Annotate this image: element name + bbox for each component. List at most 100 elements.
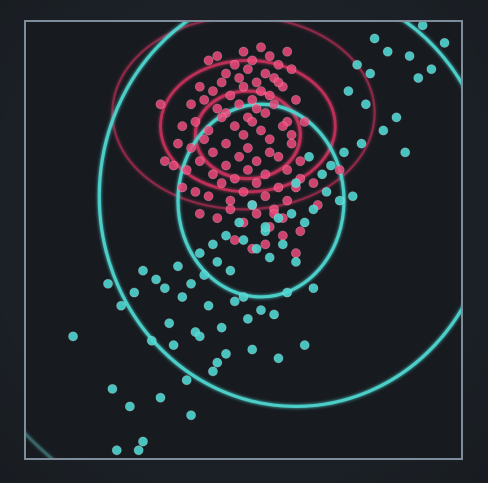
point-teal (194, 248, 205, 259)
point-pink (255, 86, 266, 97)
point-teal (247, 344, 258, 355)
point-pink (221, 160, 232, 171)
point-pink (238, 129, 249, 140)
point-teal (273, 213, 284, 224)
point-teal (68, 331, 79, 342)
point-pink (190, 186, 201, 197)
point-pink (255, 42, 266, 53)
point-pink (225, 195, 236, 206)
plot-frame (24, 20, 463, 460)
point-teal (317, 169, 328, 180)
point-teal (212, 256, 223, 267)
point-pink (273, 59, 284, 70)
point-teal (391, 112, 402, 123)
point-teal (290, 178, 301, 189)
point-teal (247, 199, 258, 210)
point-teal (251, 243, 262, 254)
point-pink (273, 77, 284, 88)
point-teal (207, 366, 218, 377)
point-pink (212, 103, 223, 114)
point-pink (172, 138, 183, 149)
point-teal (413, 72, 424, 83)
point-pink (212, 51, 223, 62)
point-pink (269, 99, 280, 110)
point-pink (229, 59, 240, 70)
point-pink (277, 121, 288, 132)
point-teal (159, 283, 170, 294)
point-pink (260, 68, 271, 79)
point-pink (203, 125, 214, 136)
point-pink (242, 164, 253, 175)
point-teal (334, 195, 345, 206)
point-pink (234, 99, 245, 110)
contour-teal-middle (97, 21, 462, 408)
point-pink (260, 239, 271, 250)
point-pink (282, 164, 293, 175)
point-pink (273, 151, 284, 162)
point-teal (369, 33, 380, 44)
point-pink (203, 191, 214, 202)
point-teal (404, 51, 415, 62)
point-pink (260, 169, 271, 180)
point-teal (186, 278, 197, 289)
point-teal (155, 392, 166, 403)
point-pink (155, 99, 166, 110)
point-teal (304, 151, 315, 162)
point-teal (352, 59, 363, 70)
point-pink (177, 121, 188, 132)
point-pink (242, 143, 253, 154)
point-teal (221, 230, 232, 241)
point-teal (207, 239, 218, 250)
point-pink (186, 99, 197, 110)
point-pink (168, 160, 179, 171)
point-pink (251, 178, 262, 189)
point-pink (290, 94, 301, 105)
point-pink (177, 182, 188, 193)
point-teal (212, 357, 223, 368)
point-pink (260, 191, 271, 202)
point-pink (264, 147, 275, 158)
point-teal (238, 291, 249, 302)
point-teal (365, 68, 376, 79)
point-pink (251, 208, 262, 219)
point-teal (225, 265, 236, 276)
point-pink (251, 103, 262, 114)
point-teal (107, 383, 118, 394)
point-teal (238, 234, 249, 245)
point-pink (260, 107, 271, 118)
point-pink (225, 90, 236, 101)
point-pink (282, 46, 293, 57)
point-pink (234, 151, 245, 162)
point-pink (159, 156, 170, 167)
contour-pink-inner (193, 89, 302, 181)
point-pink (229, 173, 240, 184)
point-teal (124, 401, 135, 412)
point-pink (238, 81, 249, 92)
point-teal (417, 21, 428, 31)
point-teal (400, 147, 411, 158)
point-pink (207, 86, 218, 97)
point-pink (194, 156, 205, 167)
point-pink (247, 55, 258, 66)
point-pink (286, 129, 297, 140)
point-teal (129, 287, 140, 298)
point-teal (343, 86, 354, 97)
point-teal (290, 256, 301, 267)
point-pink (238, 186, 249, 197)
point-teal (137, 436, 148, 447)
point-teal (255, 305, 266, 316)
point-teal (116, 300, 127, 311)
point-pink (221, 138, 232, 149)
point-teal (234, 217, 245, 228)
point-pink (238, 46, 249, 57)
point-pink (308, 178, 319, 189)
point-teal (111, 445, 122, 456)
point-teal (282, 287, 293, 298)
point-teal (286, 208, 297, 219)
point-pink (199, 94, 210, 105)
scatter-points (68, 21, 450, 456)
point-pink (212, 213, 223, 224)
point-teal (347, 191, 358, 202)
point-pink (199, 134, 210, 145)
point-pink (216, 77, 227, 88)
